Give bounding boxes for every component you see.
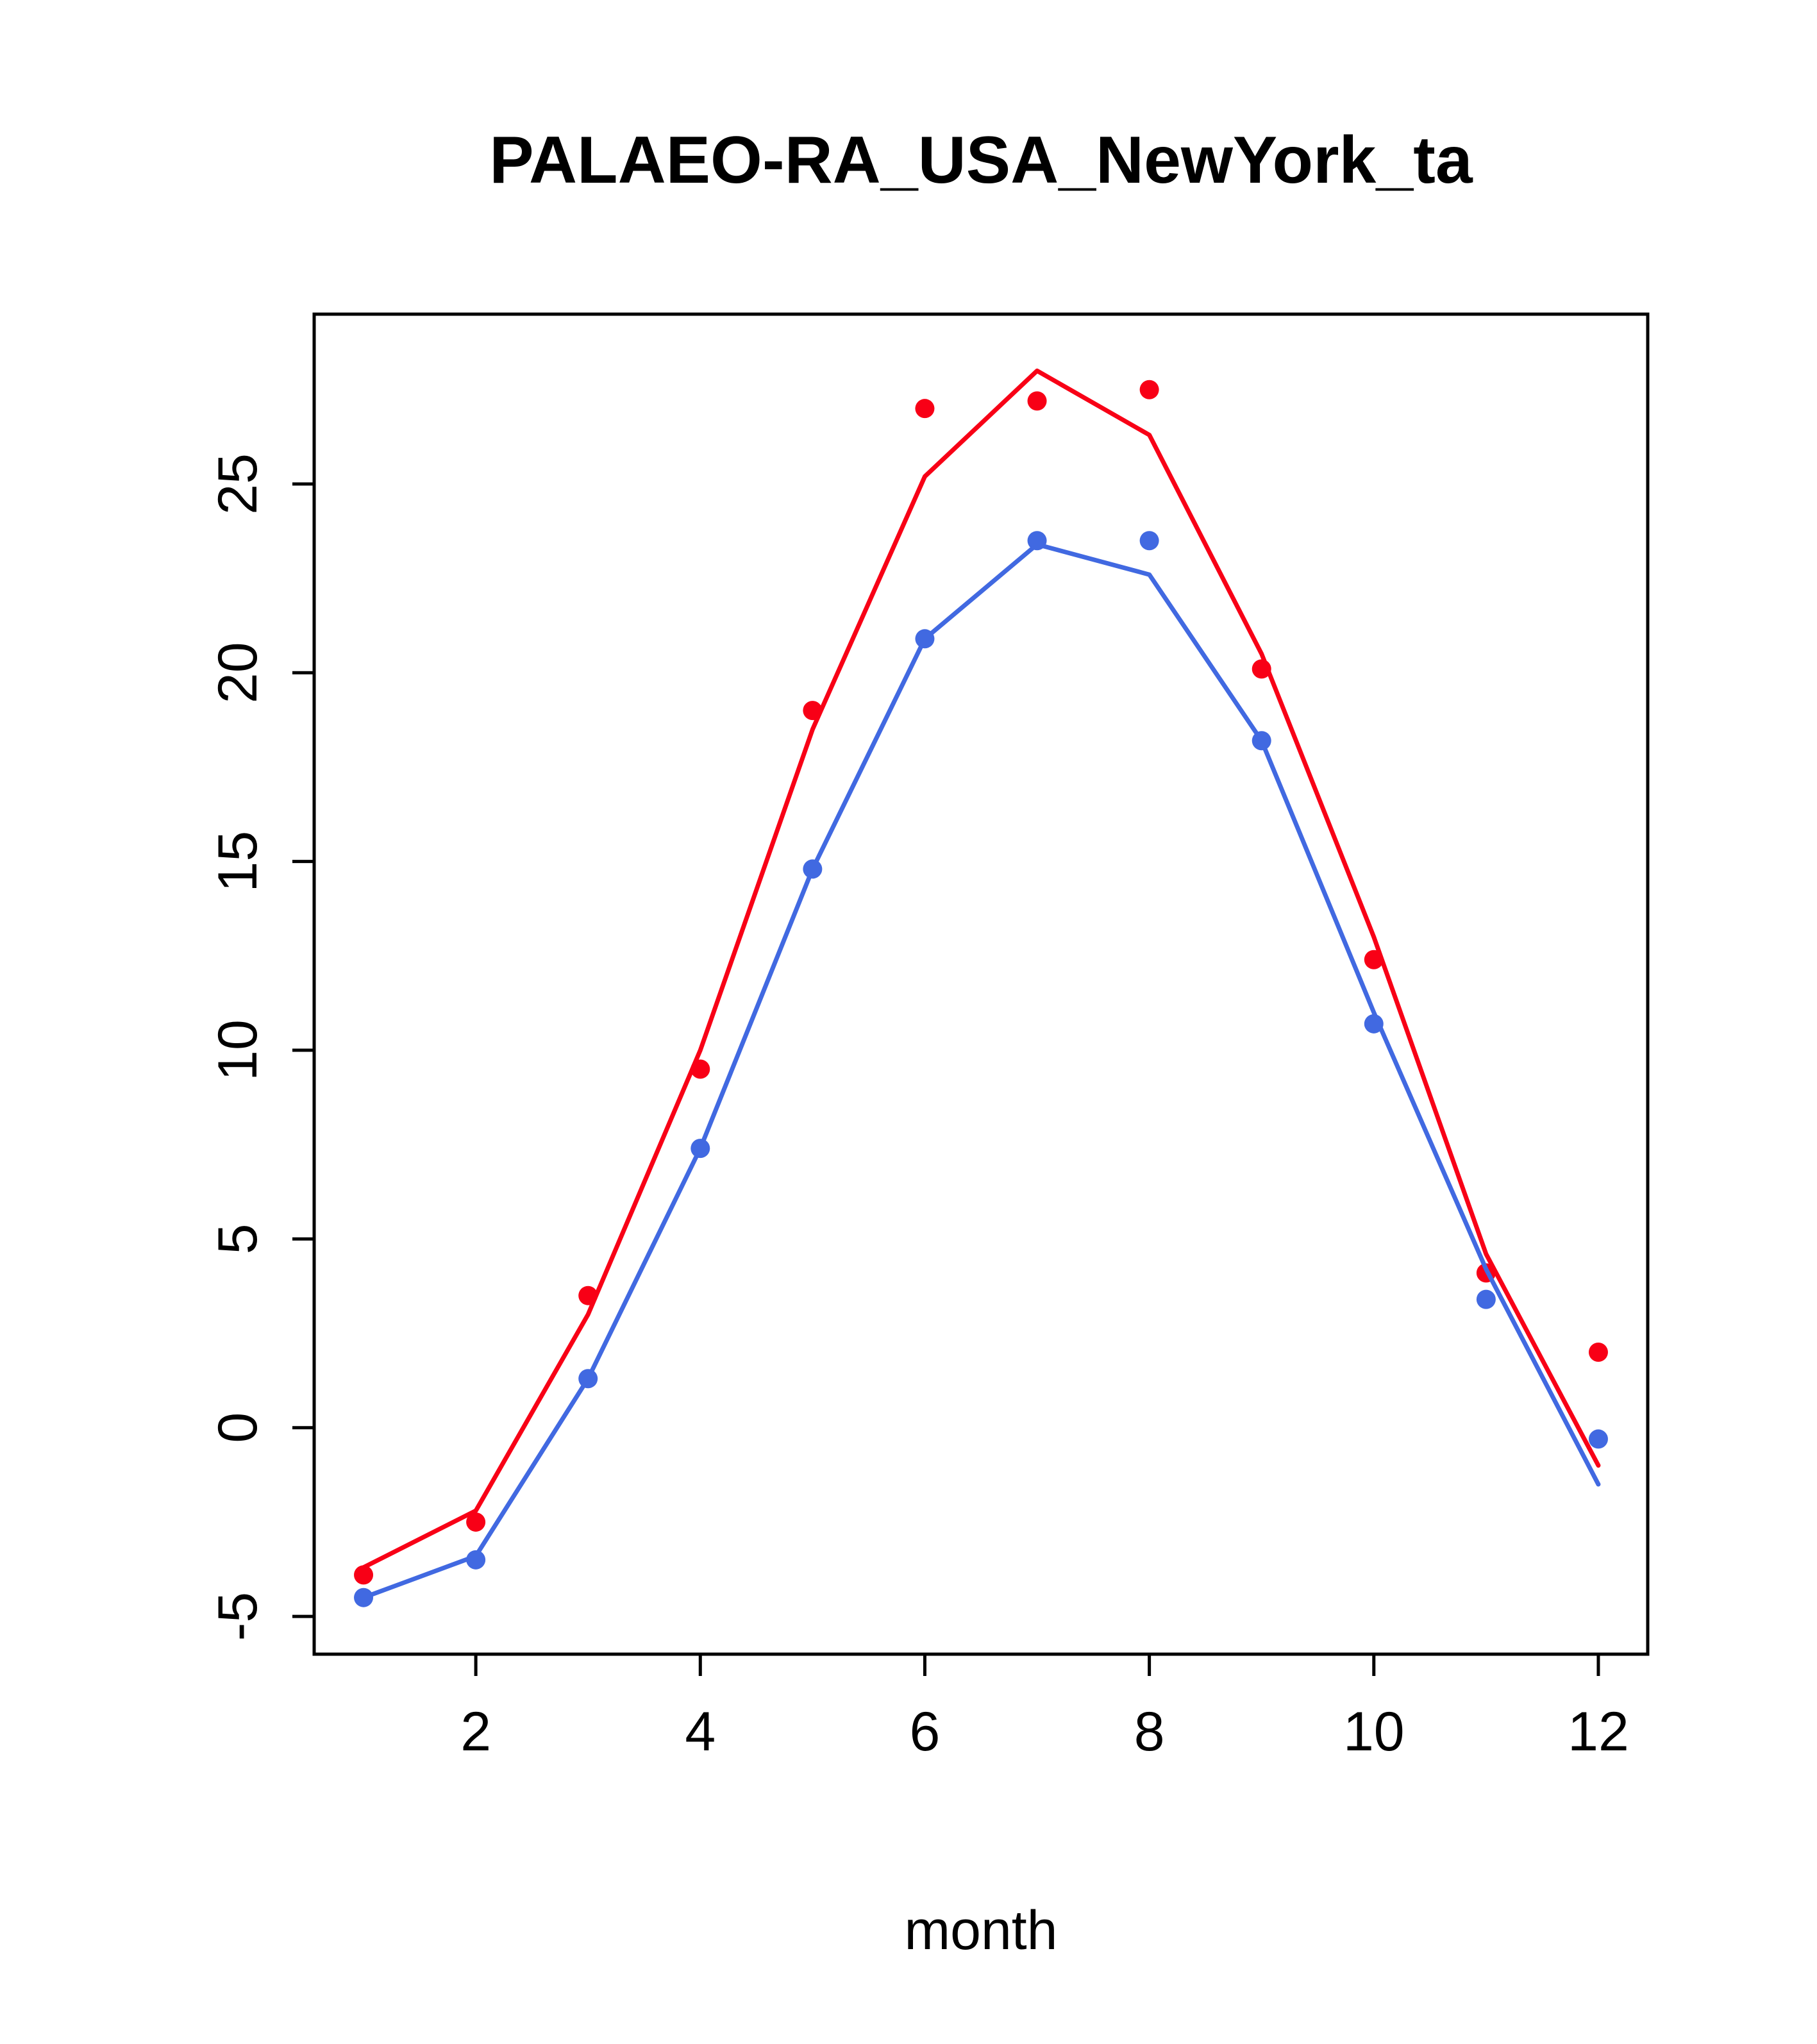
red-points-point — [1252, 659, 1271, 679]
red-line — [361, 368, 1601, 1570]
red-points-point — [915, 399, 935, 419]
y-tick-label: 25 — [207, 453, 269, 515]
x-tick-label: 2 — [460, 1701, 491, 1763]
red-points-point — [803, 701, 823, 721]
y-tick-label: 10 — [207, 1019, 269, 1081]
blue-points-point — [1139, 531, 1159, 551]
chart-title: PALAEO-RA_USA_NewYork_ta — [489, 123, 1473, 197]
red-points-point — [466, 1512, 486, 1532]
x-tick-label: 6 — [910, 1701, 941, 1763]
x-tick-label: 8 — [1134, 1701, 1165, 1763]
x-tick-label: 10 — [1343, 1701, 1405, 1763]
red-points-point — [691, 1059, 710, 1079]
blue-points-point — [1588, 1429, 1608, 1449]
x-axis-label: month — [904, 1900, 1057, 1961]
blue-points-point — [1476, 1289, 1496, 1309]
blue-points-point — [691, 1139, 710, 1159]
blue-points-point — [1252, 731, 1271, 751]
y-tick-label: 15 — [207, 831, 269, 892]
blue-line — [361, 542, 1601, 1600]
blue-points-point — [915, 629, 935, 649]
red-points-point — [578, 1286, 598, 1305]
y-tick-label: 5 — [207, 1223, 269, 1254]
blue-points-point — [578, 1369, 598, 1389]
red-points-point — [354, 1565, 374, 1585]
plot-border — [312, 312, 1650, 1656]
plot-area: 2 4 6 8 10 12 -5 0 5 10 15 20 25 — [207, 312, 1650, 1763]
blue-points-point — [1364, 1014, 1384, 1034]
blue-points-point — [354, 1587, 374, 1607]
x-tick-label: 4 — [685, 1701, 716, 1763]
red-points-point — [1364, 950, 1384, 969]
red-points-point — [1139, 380, 1159, 399]
blue-points-point — [466, 1550, 486, 1570]
blue-points-point — [803, 859, 823, 879]
red-points-point — [1027, 391, 1047, 411]
y-tick-label: 20 — [207, 642, 269, 703]
y-tick-label: 0 — [207, 1412, 269, 1443]
x-tick-label: 12 — [1568, 1701, 1629, 1763]
y-tick-label: -5 — [207, 1592, 269, 1641]
red-points-point — [1588, 1343, 1608, 1362]
blue-points-point — [1027, 531, 1047, 551]
